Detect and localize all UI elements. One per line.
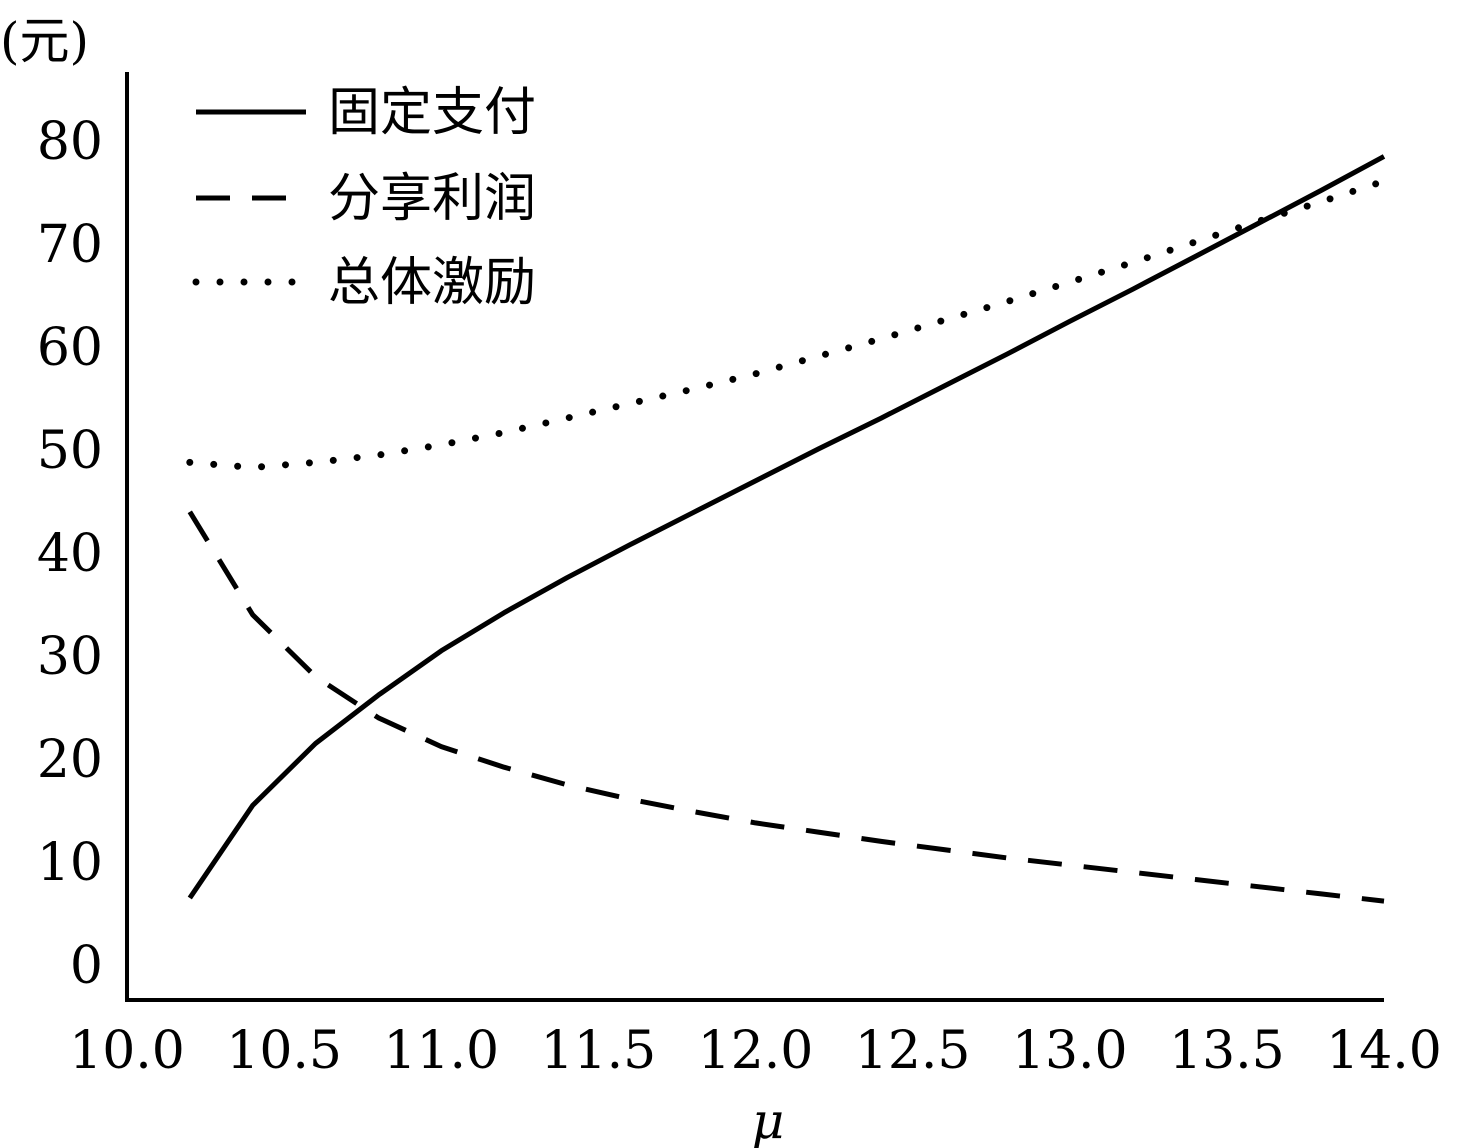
y-tick-label: 30 (37, 627, 103, 687)
x-tick-label: 10.0 (69, 1021, 185, 1081)
y-tick-label: 60 (37, 318, 103, 378)
x-tick-labels: 10.0 10.5 11.0 11.5 12.0 12.5 13.0 13.5 14.0 (69, 1021, 1442, 1081)
x-tick-label: 13.0 (1012, 1021, 1128, 1081)
series-line-solid (187, 154, 1386, 900)
x-tick-label: 10.5 (226, 1021, 342, 1081)
series-line-dashed (187, 510, 1385, 904)
y-tick-label: 80 (37, 112, 103, 172)
y-tick-label: 10 (37, 833, 103, 893)
y-tick-label: 0 (70, 936, 103, 996)
legend-label: 固定支付 (328, 83, 536, 143)
y-tick-label: 50 (37, 421, 103, 481)
y-tick-label: 70 (37, 215, 103, 275)
x-tick-label: 11.0 (383, 1021, 499, 1081)
y-axis-unit-label: (元) (0, 12, 89, 70)
x-tick-label: 11.5 (540, 1021, 656, 1081)
x-tick-label: 13.5 (1169, 1021, 1285, 1081)
x-tick-label: 14.0 (1326, 1021, 1442, 1081)
legend-label: 分享利润 (328, 169, 536, 229)
legend-label: 总体激励 (328, 253, 536, 313)
y-tick-label: 20 (37, 730, 103, 790)
x-tick-label: 12.5 (855, 1021, 971, 1081)
y-tick-labels: 0 10 20 30 40 50 60 70 80 (37, 112, 103, 996)
series-lines (186, 154, 1388, 904)
x-tick-label: 12.0 (698, 1021, 814, 1081)
x-axis-label: μ (752, 1092, 785, 1148)
y-tick-label: 40 (37, 524, 103, 584)
